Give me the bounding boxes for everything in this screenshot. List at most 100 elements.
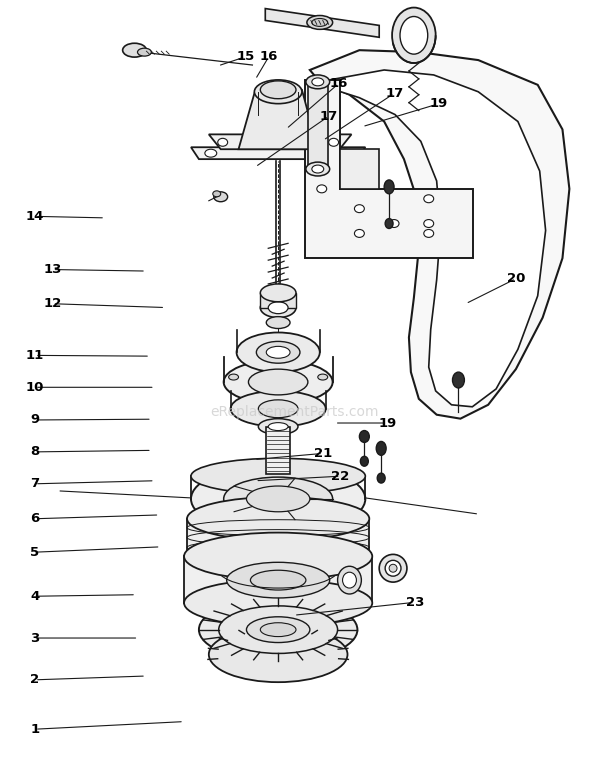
- Ellipse shape: [359, 430, 369, 443]
- Ellipse shape: [343, 572, 356, 588]
- Ellipse shape: [377, 473, 385, 483]
- Ellipse shape: [318, 374, 327, 380]
- Text: 10: 10: [26, 380, 44, 393]
- Ellipse shape: [184, 532, 372, 580]
- Ellipse shape: [266, 317, 290, 328]
- Text: 21: 21: [314, 447, 332, 460]
- Ellipse shape: [257, 341, 300, 364]
- Ellipse shape: [337, 566, 361, 594]
- Polygon shape: [187, 518, 369, 556]
- Polygon shape: [260, 293, 296, 308]
- Text: 16: 16: [260, 51, 278, 64]
- Ellipse shape: [355, 229, 365, 238]
- Ellipse shape: [307, 15, 333, 29]
- Ellipse shape: [260, 623, 296, 637]
- Ellipse shape: [317, 155, 327, 163]
- Ellipse shape: [424, 229, 434, 238]
- Ellipse shape: [247, 486, 310, 512]
- Ellipse shape: [209, 627, 348, 682]
- Ellipse shape: [227, 562, 330, 598]
- Text: 19: 19: [429, 97, 447, 110]
- Ellipse shape: [260, 284, 296, 301]
- Ellipse shape: [191, 459, 365, 494]
- Ellipse shape: [317, 126, 327, 133]
- Ellipse shape: [224, 360, 333, 403]
- Ellipse shape: [218, 138, 228, 146]
- Ellipse shape: [400, 16, 428, 54]
- Ellipse shape: [137, 48, 152, 56]
- Polygon shape: [330, 70, 546, 407]
- Ellipse shape: [389, 219, 399, 228]
- Ellipse shape: [385, 561, 401, 576]
- Text: 2: 2: [30, 673, 40, 686]
- Ellipse shape: [355, 205, 365, 212]
- Polygon shape: [305, 80, 473, 258]
- Text: 20: 20: [507, 272, 525, 285]
- Ellipse shape: [247, 617, 310, 643]
- Ellipse shape: [329, 138, 339, 146]
- Ellipse shape: [360, 456, 368, 466]
- Text: 7: 7: [30, 477, 40, 490]
- Ellipse shape: [392, 8, 435, 63]
- Text: 11: 11: [26, 349, 44, 362]
- Ellipse shape: [250, 570, 306, 590]
- Text: 5: 5: [30, 545, 40, 558]
- Ellipse shape: [258, 419, 298, 435]
- Ellipse shape: [258, 400, 298, 418]
- Ellipse shape: [268, 423, 288, 430]
- Ellipse shape: [317, 96, 327, 104]
- Polygon shape: [340, 150, 379, 189]
- Ellipse shape: [219, 606, 337, 653]
- Ellipse shape: [340, 150, 352, 157]
- Text: 13: 13: [43, 263, 61, 276]
- Ellipse shape: [317, 185, 327, 193]
- Text: 17: 17: [385, 87, 404, 100]
- Ellipse shape: [187, 497, 369, 541]
- Ellipse shape: [248, 369, 308, 395]
- Polygon shape: [238, 90, 318, 150]
- Polygon shape: [266, 8, 379, 38]
- Ellipse shape: [213, 191, 221, 197]
- Ellipse shape: [214, 192, 228, 202]
- Ellipse shape: [379, 555, 407, 582]
- Ellipse shape: [229, 374, 238, 380]
- Text: 9: 9: [30, 413, 40, 426]
- Polygon shape: [308, 82, 327, 169]
- Text: 8: 8: [30, 446, 40, 459]
- Ellipse shape: [453, 372, 464, 388]
- Text: 3: 3: [30, 631, 40, 644]
- Ellipse shape: [306, 75, 330, 89]
- Ellipse shape: [266, 347, 290, 358]
- Text: 12: 12: [43, 298, 61, 310]
- Ellipse shape: [312, 78, 324, 86]
- Ellipse shape: [260, 81, 296, 99]
- Ellipse shape: [424, 219, 434, 228]
- Ellipse shape: [237, 332, 320, 372]
- Ellipse shape: [376, 442, 386, 456]
- Ellipse shape: [312, 18, 327, 26]
- Ellipse shape: [231, 391, 326, 426]
- Text: eReplacementParts.com: eReplacementParts.com: [211, 405, 379, 419]
- Text: 16: 16: [330, 77, 348, 90]
- Text: 22: 22: [332, 469, 350, 482]
- Ellipse shape: [389, 565, 397, 572]
- Text: 1: 1: [30, 723, 40, 736]
- Ellipse shape: [312, 165, 324, 173]
- Ellipse shape: [268, 301, 288, 314]
- Polygon shape: [266, 426, 290, 474]
- Text: 17: 17: [320, 110, 338, 123]
- Ellipse shape: [191, 464, 365, 534]
- Text: 14: 14: [26, 210, 44, 223]
- Ellipse shape: [123, 43, 146, 57]
- Text: 6: 6: [30, 512, 40, 525]
- Text: 19: 19: [378, 416, 396, 430]
- Ellipse shape: [384, 180, 394, 194]
- Ellipse shape: [199, 598, 358, 661]
- Text: 23: 23: [405, 596, 424, 609]
- Polygon shape: [184, 556, 372, 603]
- Polygon shape: [310, 50, 569, 419]
- Ellipse shape: [260, 298, 296, 318]
- Ellipse shape: [254, 80, 302, 104]
- Ellipse shape: [385, 219, 393, 229]
- Text: 15: 15: [236, 51, 254, 64]
